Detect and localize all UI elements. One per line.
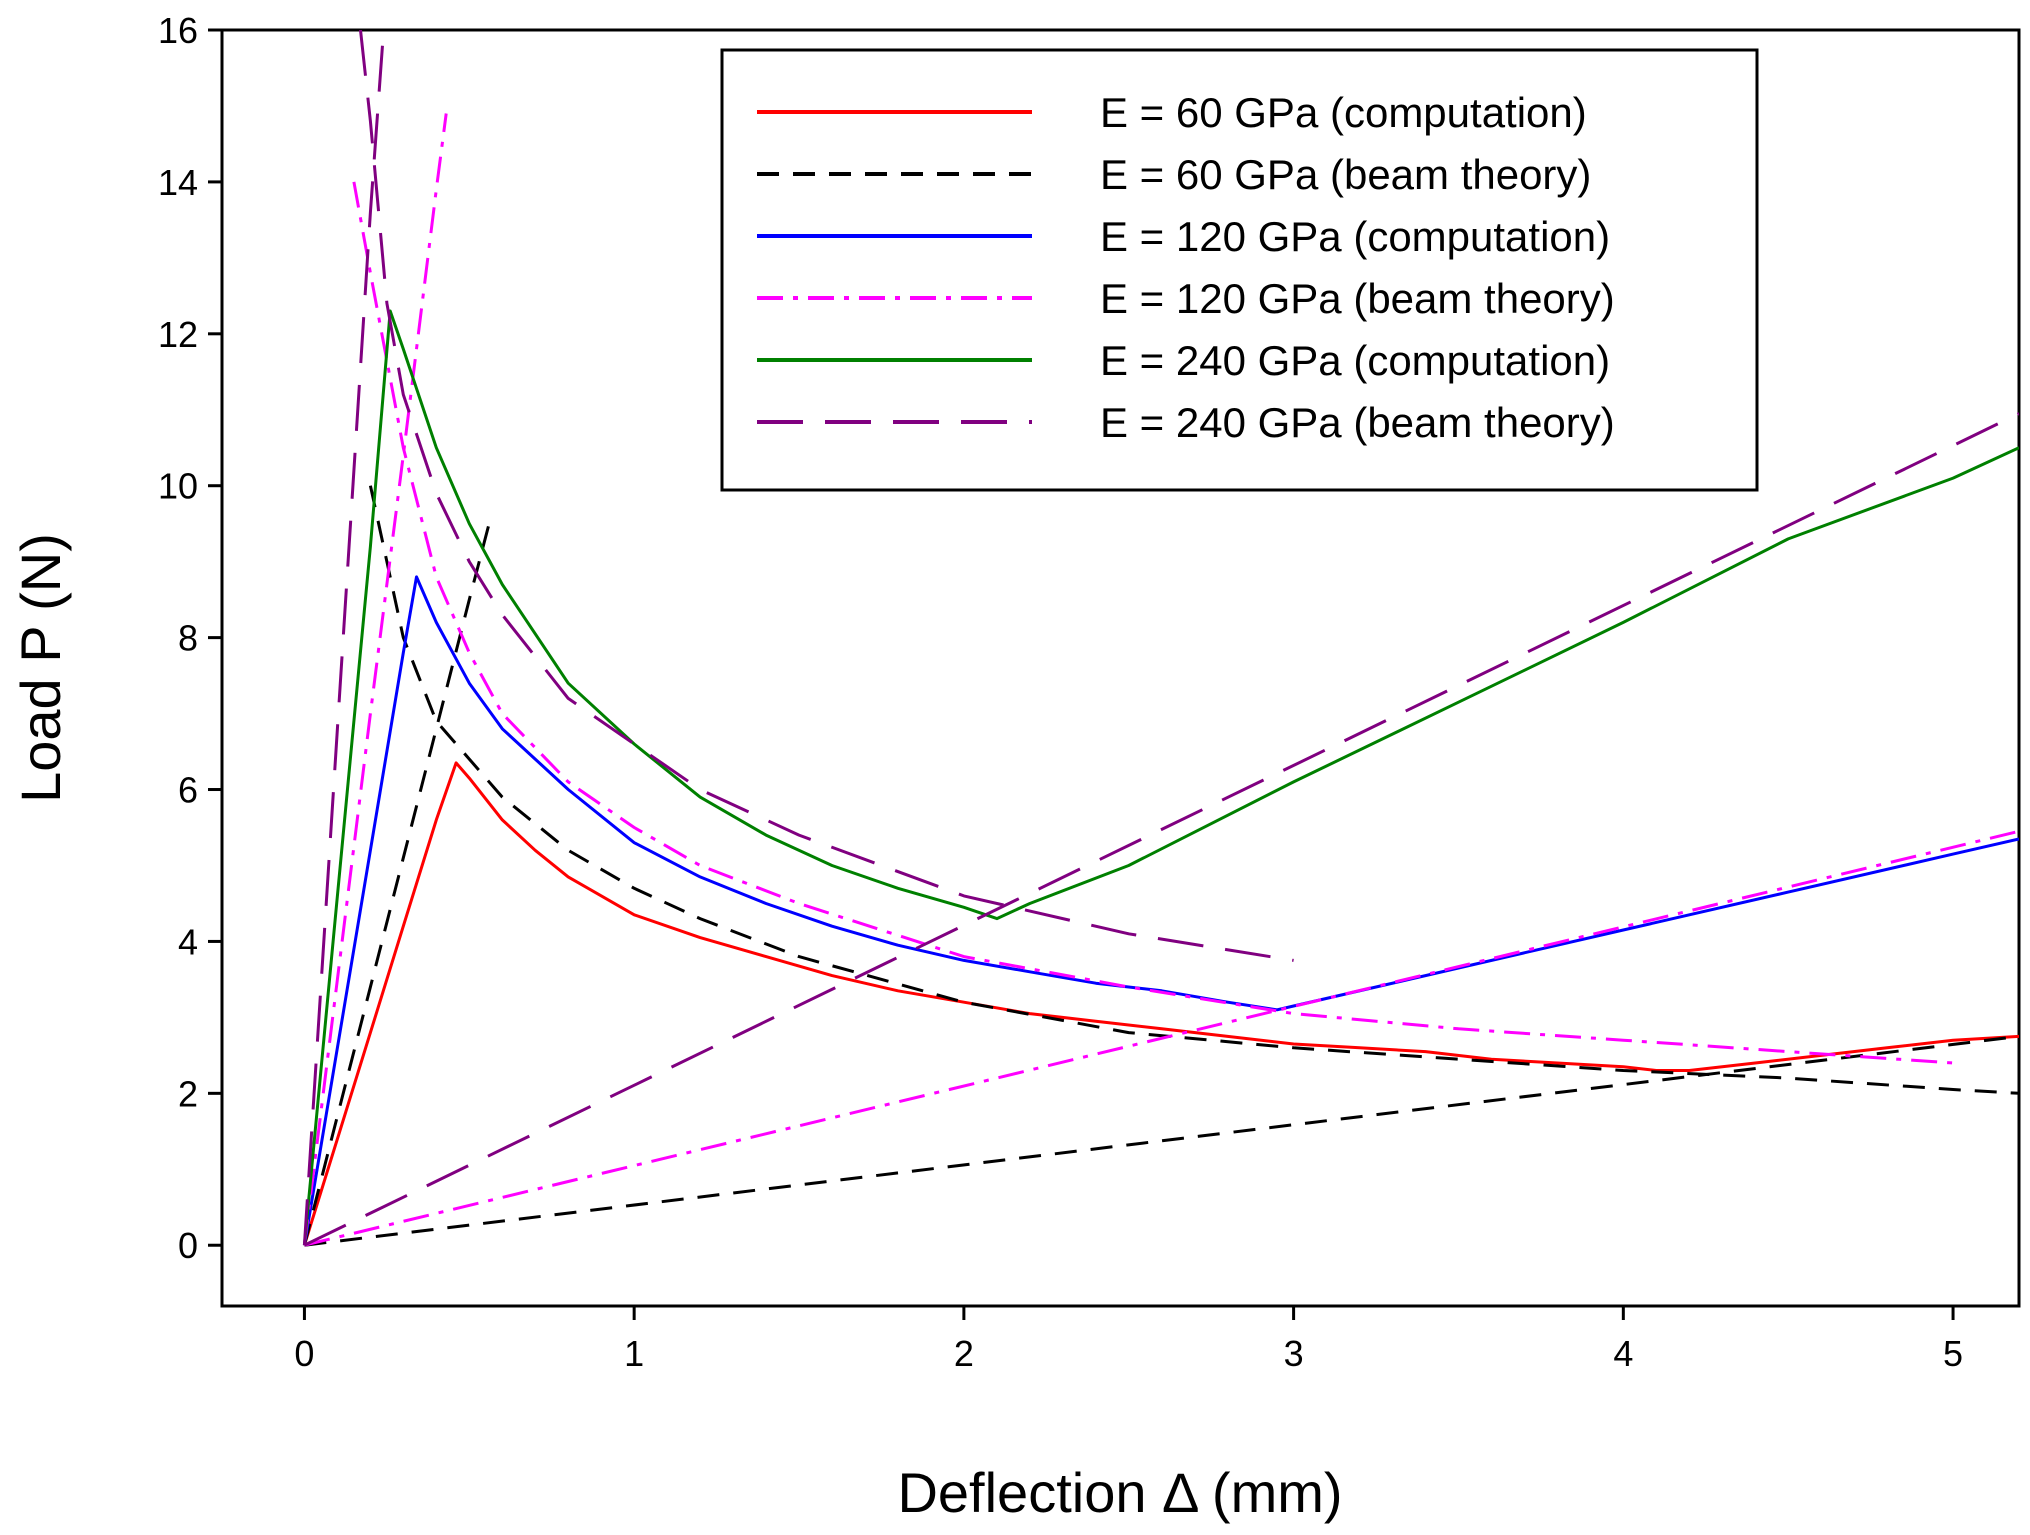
legend-label-e-240-gpa-beam-theory: E = 240 GPa (beam theory) [1100, 399, 1615, 446]
y-tick-label: 2 [178, 1073, 198, 1114]
y-tick-label: 4 [178, 921, 198, 962]
legend-box [720, 48, 1759, 492]
legend: E = 60 GPa (computation) E = 60 GPa (beam… [720, 48, 1759, 492]
x-tick-label: 2 [954, 1333, 974, 1374]
series-e-60-gpa-beam-theory-line [302, 523, 491, 1246]
x-tick-label: 1 [624, 1333, 644, 1374]
legend-label-e-60-gpa-beam-theory: E = 60 GPa (beam theory) [1100, 151, 1591, 198]
legend-label-e-240-gpa-computation: E = 240 GPa (computation) [1100, 337, 1610, 384]
x-tick-label: 5 [1943, 1333, 1963, 1374]
series-e-240-gpa-beam-theory-line-2 [359, 30, 1294, 962]
y-axis-label: Load P (N) [9, 533, 72, 803]
x-tick-label: 3 [1284, 1333, 1304, 1374]
y-tick-label: 8 [178, 618, 198, 659]
x-tick-label: 0 [294, 1333, 314, 1374]
y-tick-label: 14 [158, 162, 198, 203]
series-e-120-gpa-beam-theory-line-3 [304, 829, 2019, 1247]
series-e-60-gpa-beam-theory-line-2 [368, 485, 2019, 1095]
series-e-120-gpa-beam-theory-line-2 [352, 181, 1954, 1065]
x-axis-ticks: 0 1 2 3 4 5 [294, 1306, 1963, 1374]
legend-label-e-120-gpa-computation: E = 120 GPa (computation) [1100, 213, 1610, 260]
y-tick-label: 10 [158, 466, 198, 507]
series-e-240-gpa-computation-line [302, 309, 2019, 1246]
series-e-120-gpa-computation-line [302, 575, 2019, 1246]
series-e-120-gpa-beam-theory-line [302, 113, 448, 1246]
x-axis-label: Deflection Δ (mm) [897, 1461, 1342, 1524]
series-layer [302, 30, 2019, 1247]
legend-label-e-120-gpa-beam-theory: E = 120 GPa (beam theory) [1100, 275, 1615, 322]
y-tick-label: 0 [178, 1225, 198, 1266]
series-e-60-gpa-beam-theory-line-3 [304, 1034, 2019, 1247]
y-tick-label: 16 [158, 10, 198, 51]
series-e-60-gpa-computation-line [302, 761, 2019, 1246]
series-e-240-gpa-beam-theory-line-3 [303, 412, 2019, 1247]
x-tick-label: 4 [1613, 1333, 1633, 1374]
y-axis-ticks: 0 2 4 6 8 10 12 14 16 [158, 10, 222, 1266]
series-e-240-gpa-beam-theory-line [302, 30, 386, 1246]
y-tick-label: 6 [178, 770, 198, 811]
y-tick-label: 12 [158, 314, 198, 355]
legend-label-e-60-gpa-computation: E = 60 GPa (computation) [1100, 89, 1587, 136]
plot-frame [220, 28, 2021, 1308]
